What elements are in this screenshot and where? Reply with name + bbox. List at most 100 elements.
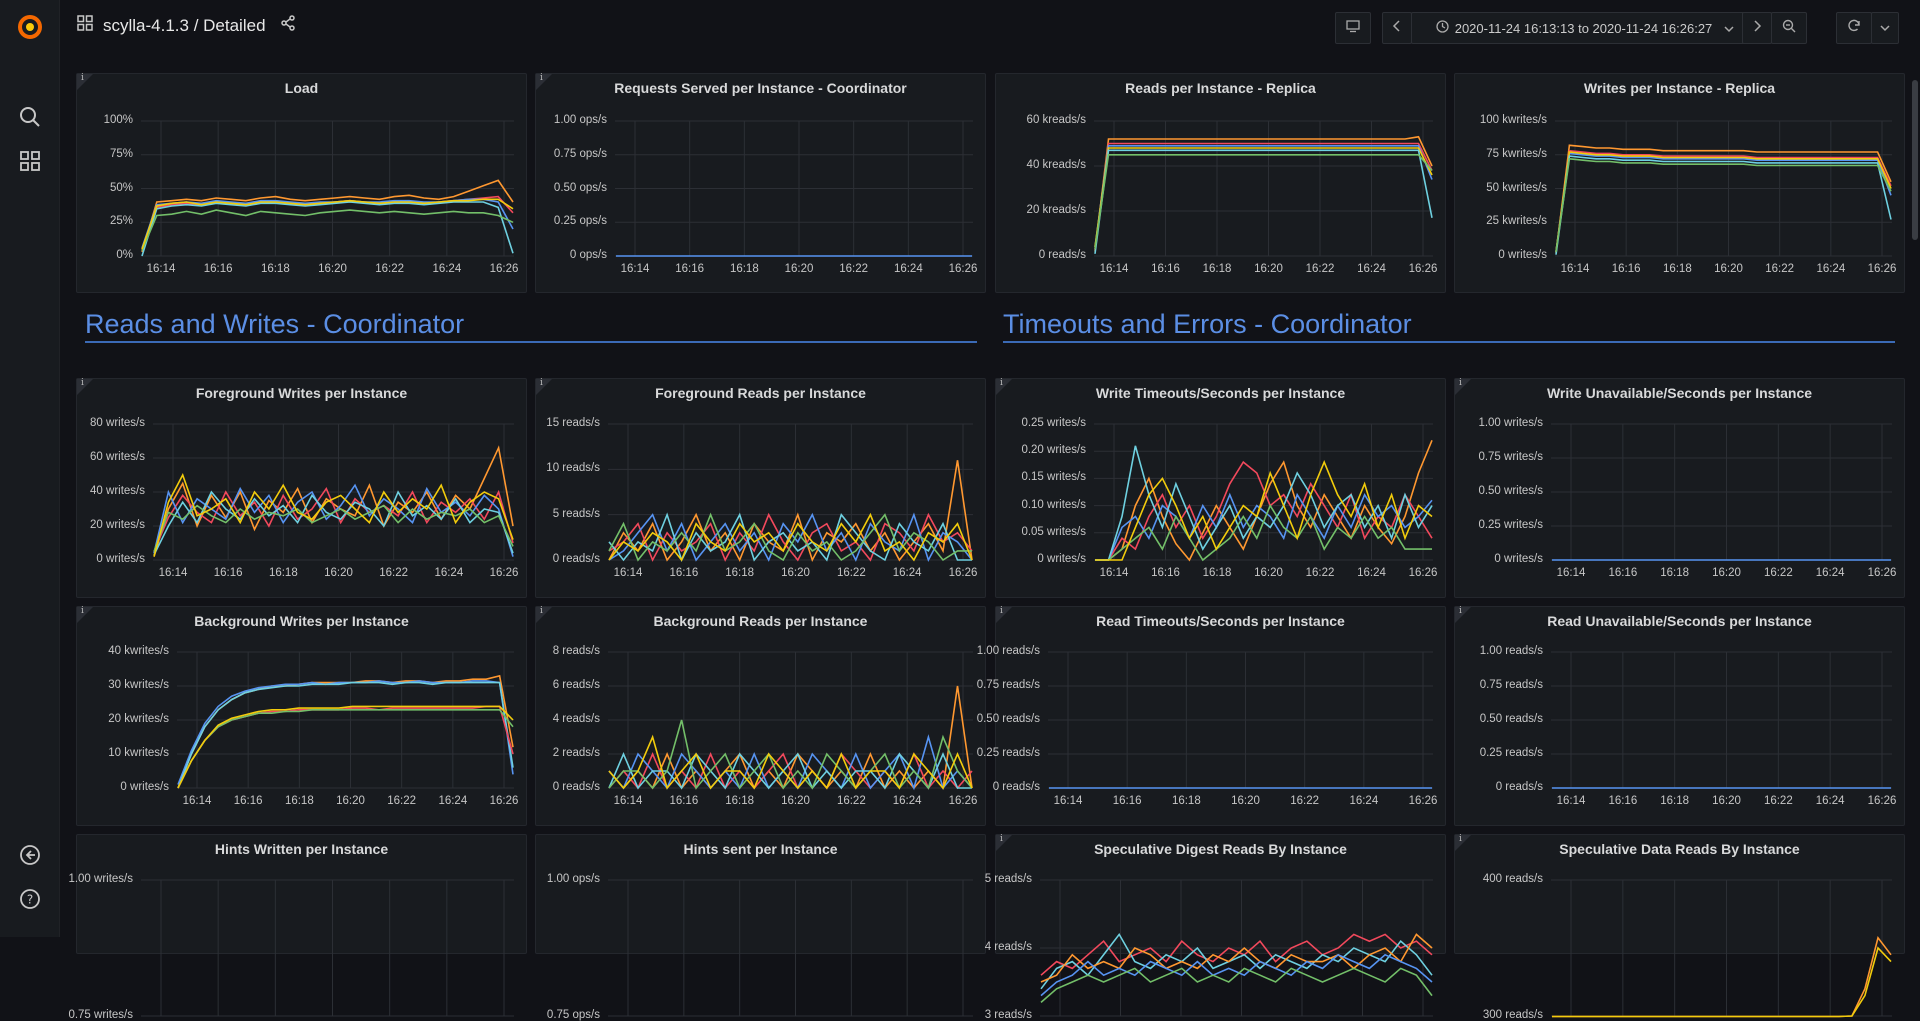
panel-info-icon[interactable]: i [77, 606, 93, 623]
panel-title[interactable]: Reads per Instance - Replica [1125, 80, 1316, 96]
panel-bg-reads[interactable]: i Background Reads per Instance 8 reads/s 6… [535, 606, 986, 826]
panel-info-icon[interactable]: i [1455, 378, 1471, 395]
panel-info-icon[interactable]: i [1455, 834, 1471, 851]
panel-write-timeouts[interactable]: i Write Timeouts/Seconds per Instance 0.25… [995, 378, 1446, 598]
panel-title[interactable]: Speculative Data Reads By Instance [1559, 841, 1800, 857]
panel-title[interactable]: Foreground Writes per Instance [195, 385, 408, 401]
y-tick-label: 4 reads/s [552, 713, 600, 725]
panel-title[interactable]: Read Timeouts/Seconds per Instance [1096, 613, 1345, 629]
chart-plot-fg-reads[interactable] [608, 423, 973, 563]
panel-title[interactable]: Requests Served per Instance - Coordinat… [614, 80, 907, 96]
x-tick-label: 16:24 [434, 567, 464, 579]
info-glyph: i [1459, 834, 1462, 844]
panel-load[interactable]: i Load 100% 75% 50% 25% 0% 16:14 16:16 16:18 16:20… [76, 73, 527, 293]
panel-title[interactable]: Background Reads per Instance [653, 613, 868, 629]
panel-title[interactable]: Write Unavailable/Seconds per Instance [1546, 385, 1813, 401]
row-title-timeouts-errors[interactable]: Timeouts and Errors - Coordinator [1003, 309, 1412, 339]
chart-plot-hints-sent[interactable] [608, 879, 973, 1018]
y-tick-label: 8 reads/s [552, 645, 600, 657]
info-glyph: i [540, 606, 543, 616]
time-range-picker[interactable]: 2020-11-24 16:13:13 to 2020-11-24 16:26:… [1411, 12, 1759, 44]
panel-write-unavail[interactable]: i Write Unavailable/Seconds per Instance 1… [1454, 378, 1905, 598]
help-icon[interactable]: ? [18, 887, 42, 911]
panel-read-timeouts[interactable]: i Read Timeouts/Seconds per Instance 1.00 … [977, 606, 1446, 826]
chart-plot-spec-digest[interactable] [1040, 879, 1433, 1018]
panel-info-icon[interactable]: i [996, 834, 1012, 851]
sign-out-icon[interactable] [18, 843, 42, 867]
chart-plot-bg-writes[interactable] [177, 651, 514, 790]
x-tick-label: 16:18 [1660, 567, 1690, 579]
panel-title[interactable]: Writes per Instance - Replica [1583, 80, 1776, 96]
search-icon[interactable] [18, 105, 42, 129]
dashboards-icon[interactable] [18, 149, 42, 173]
panel-spec-digest[interactable]: i Speculative Digest Reads By Instance 5 r… [985, 834, 1446, 1021]
panel-info-icon[interactable]: i [996, 378, 1012, 395]
chart-plot-hints-written[interactable] [141, 879, 514, 1018]
chart-plot-fg-writes[interactable] [153, 423, 514, 562]
panel-title[interactable]: Hints sent per Instance [683, 841, 838, 857]
panel-info-icon[interactable]: i [77, 378, 93, 395]
row-title-reads-writes[interactable]: Reads and Writes - Coordinator [85, 309, 465, 339]
grafana-logo-icon[interactable] [16, 13, 44, 41]
panel-info-icon[interactable]: i [536, 378, 552, 395]
panel-read-unavail[interactable]: i Read Unavailable/Seconds per Instance 1.… [1454, 606, 1905, 826]
panel-info-icon[interactable]: i [536, 73, 552, 90]
refresh-button[interactable] [1836, 12, 1872, 44]
panel-fg-writes[interactable]: i Foreground Writes per Instance 80 writes… [76, 378, 527, 598]
panel-title[interactable]: Write Timeouts/Seconds per Instance [1095, 385, 1346, 401]
dashboard-title[interactable]: scylla-4.1.3 / Detailed [103, 15, 266, 35]
tv-mode-button[interactable] [1335, 12, 1371, 44]
chart-plot-load[interactable] [141, 120, 514, 258]
panel-title[interactable]: Read Unavailable/Seconds per Instance [1547, 613, 1812, 629]
panel-writes-replica[interactable]: Writes per Instance - Replica 100 kwrites… [1454, 73, 1905, 293]
panel-info-icon[interactable]: i [1455, 606, 1471, 623]
panel-title[interactable]: Speculative Digest Reads By Instance [1094, 841, 1347, 857]
chart-plot-requests[interactable] [615, 120, 973, 258]
y-tick-label: 1.00 ops/s [553, 114, 607, 126]
x-tick-label: 16:14 [1099, 567, 1129, 579]
chart-plot-read-timeouts[interactable] [1048, 651, 1433, 790]
series-line-5 [1555, 157, 1892, 253]
x-tick-label: 16:22 [836, 795, 866, 807]
panel-info-icon[interactable]: i [536, 606, 552, 623]
x-tick-label: 16:24 [893, 263, 923, 275]
panel-title[interactable]: Foreground Reads per Instance [655, 385, 866, 401]
y-tick-label: 3 reads/s [984, 1009, 1032, 1021]
panel-title[interactable]: Load [284, 80, 319, 96]
y-tick-label: 1.00 reads/s [976, 645, 1040, 657]
y-tick-label: 400 reads/s [1482, 873, 1543, 885]
x-tick-label: 16:24 [1815, 795, 1845, 807]
series-line-5 [141, 198, 514, 250]
time-shift-forward-button[interactable] [1742, 12, 1772, 44]
series-line-1 [608, 512, 973, 562]
panel-fg-reads[interactable]: i Foreground Reads per Instance 15 reads/s… [535, 378, 986, 598]
time-shift-back-button[interactable] [1382, 12, 1412, 44]
chart-plot-spec-data[interactable] [1551, 879, 1892, 1018]
panel-reads-replica[interactable]: Reads per Instance - Replica 60 kreads/s 4… [995, 73, 1446, 293]
y-tick-label: 5 reads/s [552, 507, 600, 520]
panel-bg-writes[interactable]: i Background Writes per Instance 40 kwrite… [76, 606, 527, 826]
scrollbar[interactable] [1912, 80, 1918, 240]
panel-title[interactable]: Background Writes per Instance [194, 613, 409, 629]
refresh-interval-dropdown[interactable] [1871, 12, 1899, 44]
x-tick-label: 16:26 [489, 263, 519, 275]
zoom-out-icon [1782, 19, 1796, 38]
chart-plot-reads-replica[interactable] [1094, 120, 1433, 258]
share-icon[interactable] [280, 15, 296, 36]
chart-plot-write-unavail[interactable] [1551, 423, 1892, 562]
zoom-out-button[interactable] [1771, 12, 1807, 44]
panel-spec-data[interactable]: i Speculative Data Reads By Instance 400 r… [1454, 834, 1905, 1021]
chart-plot-read-unavail[interactable] [1551, 651, 1892, 790]
panel-hints-written[interactable]: Hints Written per Instance 1.00 writes/s 0… [68, 834, 527, 1021]
panel-hints-sent[interactable]: Hints sent per Instance 1.00 ops/s 0.75 op… [535, 834, 986, 1021]
panel-info-icon[interactable]: i [996, 606, 1012, 623]
chart-plot-writes-replica[interactable] [1555, 120, 1892, 258]
x-tick-label: 16:18 [1202, 567, 1232, 579]
panel-title[interactable]: Hints Written per Instance [214, 841, 389, 857]
panel-info-icon[interactable]: i [77, 73, 93, 90]
info-glyph: i [1000, 606, 1003, 616]
panel-requests[interactable]: i Requests Served per Instance - Coordina… [535, 73, 986, 293]
chart-plot-write-timeouts[interactable] [1094, 423, 1433, 562]
x-tick-label: 16:24 [1815, 567, 1845, 579]
chart-plot-bg-reads[interactable] [608, 651, 973, 791]
